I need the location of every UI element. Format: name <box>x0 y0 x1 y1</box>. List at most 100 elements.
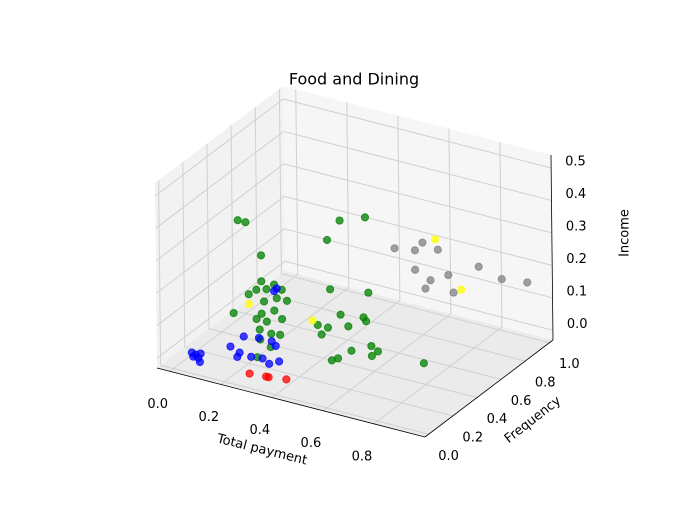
data-point <box>270 306 279 315</box>
data-point <box>255 325 264 334</box>
data-point <box>326 285 335 294</box>
data-point <box>418 238 427 247</box>
ticks: 0.00.20.40.60.8 0.00.20.40.60.81.00.00.10… <box>147 154 587 464</box>
x-grid-line <box>499 141 503 327</box>
data-point <box>272 294 281 303</box>
data-point <box>265 359 274 368</box>
data-point <box>497 275 506 284</box>
data-point <box>313 320 322 330</box>
data-point <box>373 347 383 356</box>
z-axis-label: Income <box>618 209 633 257</box>
x-tick-label: 0.6 <box>301 436 322 451</box>
x-tick-label: 0.8 <box>352 449 373 464</box>
data-point <box>264 373 273 382</box>
x-grid-line <box>397 115 401 301</box>
x-grid-line <box>271 300 401 398</box>
data-point <box>277 314 287 324</box>
data-point <box>252 314 261 324</box>
points <box>187 213 532 384</box>
data-point <box>252 285 261 294</box>
z-grid-line <box>154 98 284 197</box>
z-tick-label: 0.2 <box>566 252 587 267</box>
y-grid-line <box>182 161 186 347</box>
z-grid-line <box>283 130 552 201</box>
data-point <box>317 330 326 339</box>
y-grid-line <box>206 143 210 329</box>
data-point <box>523 278 532 287</box>
data-point <box>347 346 356 355</box>
y-tick-label: 0.4 <box>487 412 508 427</box>
x-grid-line <box>322 313 452 412</box>
x-tick-label: 0.2 <box>198 410 219 425</box>
data-point <box>247 352 256 361</box>
axis-line <box>550 154 554 341</box>
left-pane <box>155 86 285 368</box>
axis-line <box>424 339 554 438</box>
data-point <box>256 251 266 260</box>
x-grid-line <box>448 128 452 314</box>
z-grid-line <box>155 195 285 294</box>
y-tick-label: 0.2 <box>462 430 483 445</box>
data-point <box>426 276 435 285</box>
data-point <box>360 213 370 222</box>
data-point <box>244 299 253 309</box>
panes <box>155 86 553 437</box>
y-grid-line <box>230 125 234 311</box>
data-point <box>361 317 371 326</box>
z-tick-label: 0.1 <box>567 284 588 299</box>
z-grid-line <box>284 260 554 331</box>
axis-line <box>156 367 426 438</box>
data-point <box>254 333 264 343</box>
y-tick-label: 0.6 <box>511 394 532 409</box>
y-grid-line <box>232 309 502 380</box>
data-point <box>308 316 317 325</box>
data-point <box>244 290 253 299</box>
y-grid-line <box>184 346 453 417</box>
data-point <box>421 284 430 293</box>
data-point <box>233 352 242 362</box>
back-pane <box>283 86 553 340</box>
x-tick-label: 0.4 <box>250 423 271 438</box>
chart-title: Food and Dining <box>289 70 419 89</box>
data-point <box>335 216 344 225</box>
z-grid-line <box>284 195 553 266</box>
data-point <box>271 341 280 351</box>
z-grid-line <box>283 163 552 234</box>
data-point <box>196 349 205 358</box>
y-grid-line <box>254 107 258 293</box>
x-tick-label: 0.0 <box>147 397 168 412</box>
data-point <box>364 288 373 297</box>
z-grid-line <box>156 228 285 327</box>
y-grid-line <box>281 273 550 344</box>
z-tick-label: 0.4 <box>565 187 586 202</box>
y-grid-line <box>278 88 282 274</box>
y-grid-line <box>257 291 526 362</box>
data-point <box>226 342 235 351</box>
data-point <box>257 277 266 286</box>
y-grid-line <box>160 364 429 435</box>
data-point <box>275 357 284 366</box>
data-point <box>262 317 271 326</box>
x-grid-line <box>220 287 350 385</box>
y-grid-line <box>208 328 478 399</box>
data-point <box>323 323 333 332</box>
data-point <box>390 244 399 253</box>
z-grid-line <box>155 163 285 262</box>
z-tick-label: 0.5 <box>565 154 586 169</box>
data-point <box>267 329 276 338</box>
data-point <box>367 341 376 351</box>
z-tick-label: 0.3 <box>566 219 587 234</box>
y-tick-label: 0.0 <box>438 449 459 464</box>
data-point <box>276 330 285 339</box>
z-grid-line <box>155 131 284 229</box>
y-tick-label: 0.8 <box>535 376 556 391</box>
data-point <box>410 246 420 255</box>
z-grid-line <box>156 260 286 359</box>
data-point <box>245 369 254 378</box>
data-point <box>282 375 291 384</box>
x-grid-line <box>373 326 503 425</box>
data-point <box>367 351 376 361</box>
data-point <box>433 245 442 254</box>
